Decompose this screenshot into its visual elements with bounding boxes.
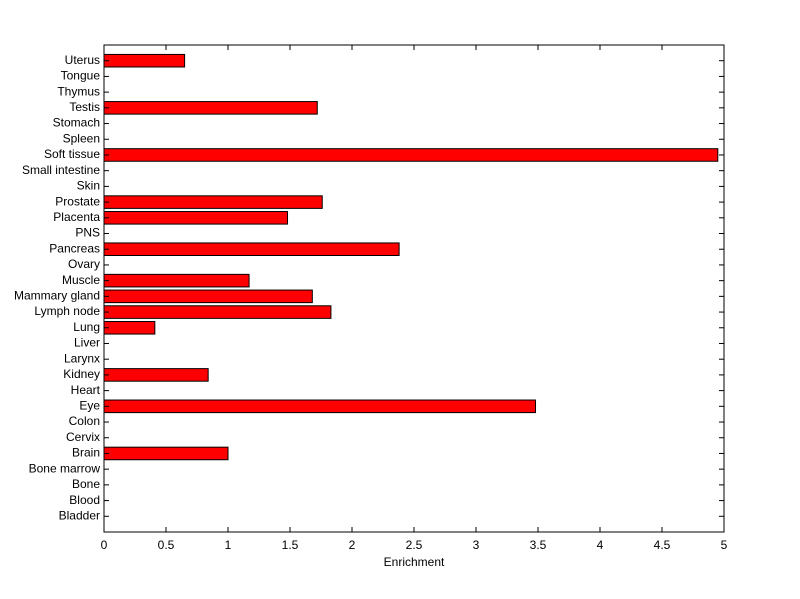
y-tick-label: Lymph node	[34, 304, 100, 318]
y-tick-label: Prostate	[55, 194, 100, 208]
bar	[103, 242, 400, 257]
y-tick-label: Skin	[77, 179, 100, 193]
bar	[103, 195, 323, 209]
x-tick-label: 3	[473, 538, 480, 552]
bar	[103, 305, 332, 319]
y-tick-label: Thymus	[57, 84, 100, 98]
y-tick-label: Lung	[73, 320, 100, 334]
bar	[103, 368, 209, 382]
bar	[103, 53, 186, 68]
x-tick-label: 1	[225, 538, 232, 552]
y-tick-label: Tongue	[61, 69, 101, 83]
y-tick-label: Uterus	[65, 53, 100, 67]
x-tick-label: 0	[101, 538, 108, 552]
y-tick-label: Larynx	[64, 351, 100, 365]
y-tick-label: Brain	[72, 446, 100, 460]
bar	[103, 101, 318, 115]
y-tick-label: Soft tissue	[44, 147, 100, 161]
y-tick-label: Bone	[72, 477, 100, 491]
y-tick-label: Bone marrow	[29, 461, 101, 475]
bar	[103, 211, 289, 225]
bar	[103, 148, 719, 162]
y-tick-label: Pancreas	[49, 241, 100, 255]
y-tick-label: Placenta	[53, 210, 100, 224]
y-tick-label: Cervix	[66, 430, 100, 444]
y-tick-label: Ovary	[68, 257, 100, 271]
y-tick-label: Liver	[74, 336, 100, 350]
y-tick-label: Heart	[71, 383, 101, 397]
y-tick-label: Blood	[69, 493, 100, 507]
y-tick-label: Kidney	[63, 367, 100, 381]
y-tick-label: Bladder	[59, 508, 100, 522]
y-tick-label: Testis	[69, 100, 100, 114]
bar	[103, 289, 313, 304]
y-tick-label: Eye	[79, 398, 100, 412]
x-tick-label: 4.5	[654, 538, 671, 552]
y-tick-label: Colon	[69, 414, 100, 428]
y-tick-label: Muscle	[62, 273, 100, 287]
x-tick-label: 4	[597, 538, 604, 552]
x-tick-label: 1.5	[282, 538, 299, 552]
y-tick-label: Spleen	[63, 131, 100, 145]
y-tick-label: Stomach	[53, 116, 100, 130]
y-tick-label: PNS	[75, 226, 100, 240]
x-axis-label: Enrichment	[384, 555, 445, 569]
x-tick-label: 2.5	[406, 538, 423, 552]
bar	[103, 320, 156, 335]
bar	[103, 399, 537, 414]
bar	[103, 446, 229, 461]
x-tick-label: 0.5	[158, 538, 175, 552]
x-tick-label: 3.5	[530, 538, 547, 552]
y-tick-label: Mammary gland	[14, 289, 100, 303]
x-tick-label: 5	[721, 538, 728, 552]
x-tick-label: 2	[349, 538, 356, 552]
y-tick-label: Small intestine	[22, 163, 100, 177]
bar	[103, 273, 250, 288]
